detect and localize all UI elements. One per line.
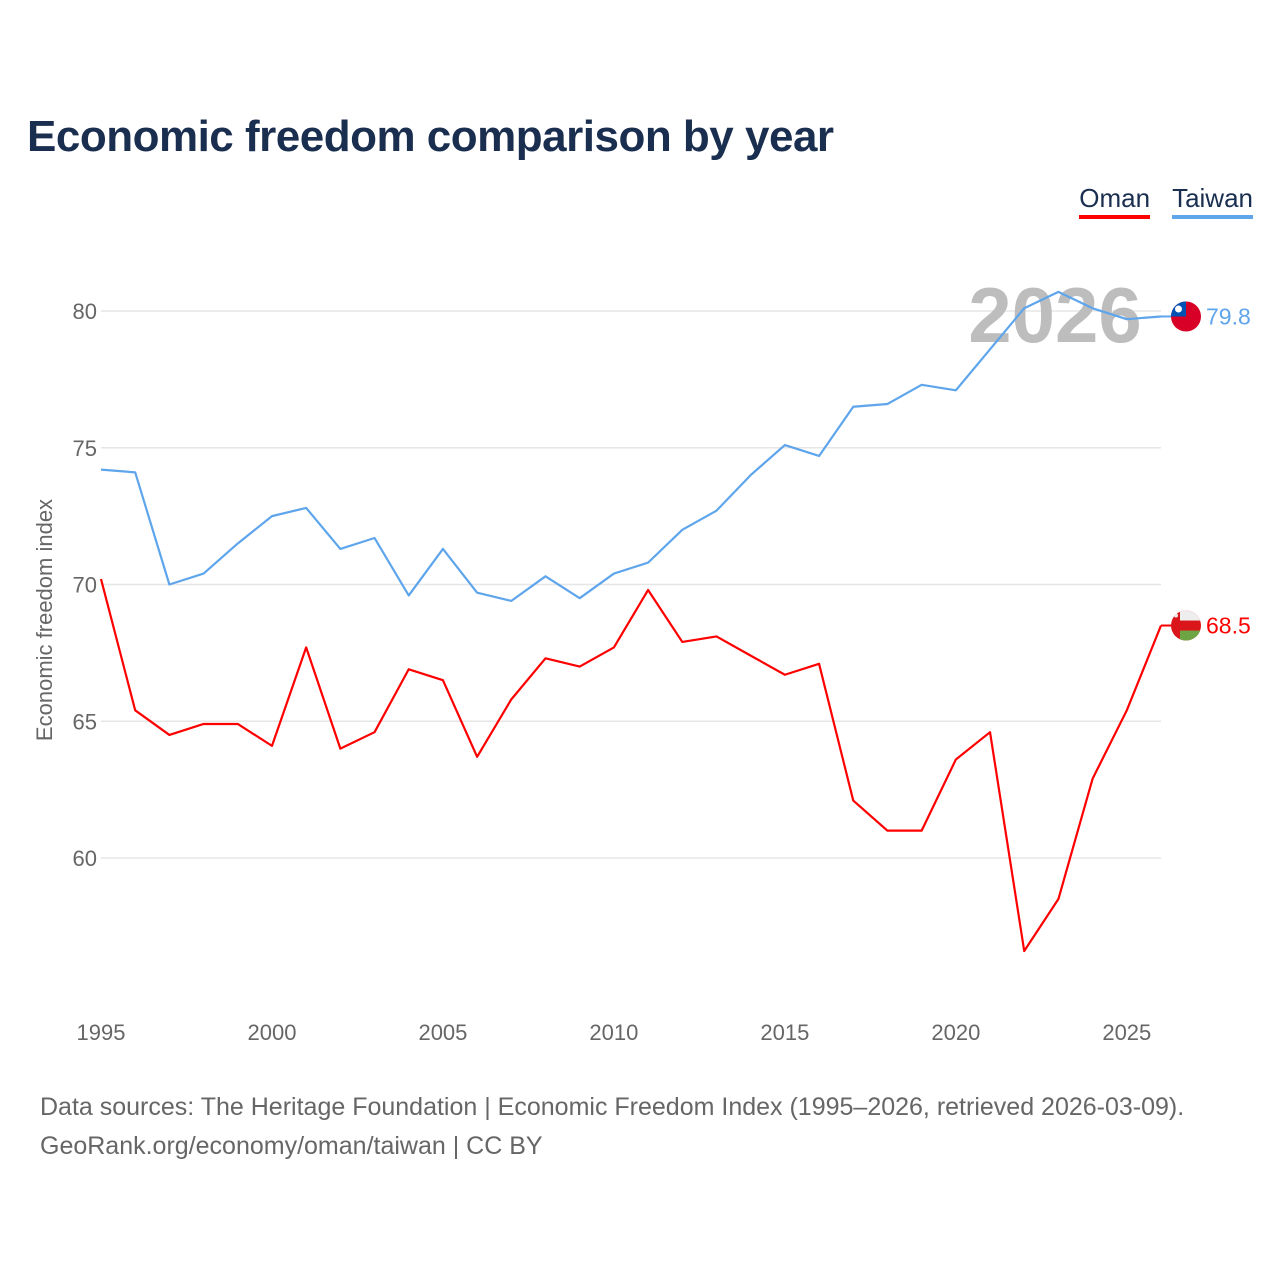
data-point-oman [440,677,446,683]
data-point-oman [269,743,275,749]
data-point-oman [611,644,617,650]
data-point-taiwan [679,527,685,533]
data-point-oman [1021,948,1027,954]
source-line-2[interactable]: GeoRank.org/economy/oman/taiwan | CC BY [40,1132,543,1160]
data-point-taiwan [372,535,378,541]
data-point-taiwan [611,571,617,577]
y-tick-label: 70 [73,573,97,598]
data-point-taiwan [987,346,993,352]
data-point-taiwan [1090,305,1096,311]
x-tick-label: 2000 [247,1020,296,1045]
x-tick-label: 1995 [77,1020,126,1045]
data-point-taiwan [201,571,207,577]
data-point-oman [201,721,207,727]
y-tick-label: 80 [73,299,97,324]
data-point-oman [1090,776,1096,782]
data-point-oman [884,828,890,834]
data-point-taiwan [953,387,959,393]
data-point-oman [98,576,104,582]
data-point-oman [713,633,719,639]
chart-title: Economic freedom comparison by year [27,112,834,161]
data-point-oman [679,639,685,645]
data-point-taiwan [1124,316,1130,322]
data-point-taiwan [1021,305,1027,311]
x-tick-label: 2025 [1102,1020,1151,1045]
data-point-taiwan [713,508,719,514]
data-point-oman [577,664,583,670]
data-point-taiwan [132,469,138,475]
data-point-taiwan [543,573,549,579]
data-point-oman [372,729,378,735]
taiwan-flag-icon [1171,301,1201,332]
data-point-oman [235,721,241,727]
data-point-taiwan [919,382,925,388]
data-point-taiwan [440,546,446,552]
data-point-oman [748,653,754,659]
data-point-taiwan [166,582,172,588]
data-point-taiwan [850,404,856,410]
data-point-taiwan [884,401,890,407]
end-value-label-oman: 68.5 [1206,613,1251,639]
x-tick-label: 2015 [760,1020,809,1045]
data-point-taiwan [98,467,104,473]
y-axis-label: Economic freedom index [32,499,57,741]
data-point-oman [782,672,788,678]
legend-item-oman[interactable]: Oman [1079,183,1151,219]
series-line-taiwan [100,290,1162,603]
data-point-taiwan [577,595,583,601]
data-point-oman [816,661,822,667]
data-point-oman [474,754,480,760]
series-line-oman [99,578,1163,953]
source-line-1: Data sources: The Heritage Foundation | … [40,1093,1185,1121]
data-point-taiwan [748,472,754,478]
data-point-oman [850,798,856,804]
data-point-oman [166,732,172,738]
data-point-taiwan [303,505,309,511]
data-point-taiwan [474,590,480,596]
y-tick-label: 75 [73,436,97,461]
data-point-taiwan [406,592,412,598]
data-point-oman [543,655,549,661]
x-tick-label: 2020 [931,1020,980,1045]
data-point-oman [337,746,343,752]
data-point-oman [645,587,651,593]
data-point-taiwan [1055,289,1061,295]
oman-flag-icon [1171,610,1201,641]
data-point-taiwan [269,513,275,519]
data-point-oman [1124,707,1130,713]
x-tick-label: 2010 [589,1020,638,1045]
data-point-taiwan [235,540,241,546]
data-point-taiwan [782,442,788,448]
y-tick-label: 60 [73,846,97,871]
data-point-taiwan [337,546,343,552]
data-point-oman [1055,896,1061,902]
source-note: Data sources: The Heritage Foundation | … [40,1088,1184,1166]
data-point-oman [303,644,309,650]
data-point-taiwan [645,560,651,566]
legend: Oman Taiwan [1079,183,1253,219]
data-point-oman [987,729,993,735]
data-point-oman [953,757,959,763]
data-point-oman [508,696,514,702]
x-tick-label: 2005 [418,1020,467,1045]
data-point-oman [919,828,925,834]
data-point-taiwan [816,453,822,459]
data-point-taiwan [508,598,514,604]
data-point-oman [132,707,138,713]
y-tick-label: 65 [73,709,97,734]
end-value-label-taiwan: 79.8 [1206,303,1251,329]
legend-item-taiwan[interactable]: Taiwan [1172,183,1253,219]
data-point-oman [406,666,412,672]
